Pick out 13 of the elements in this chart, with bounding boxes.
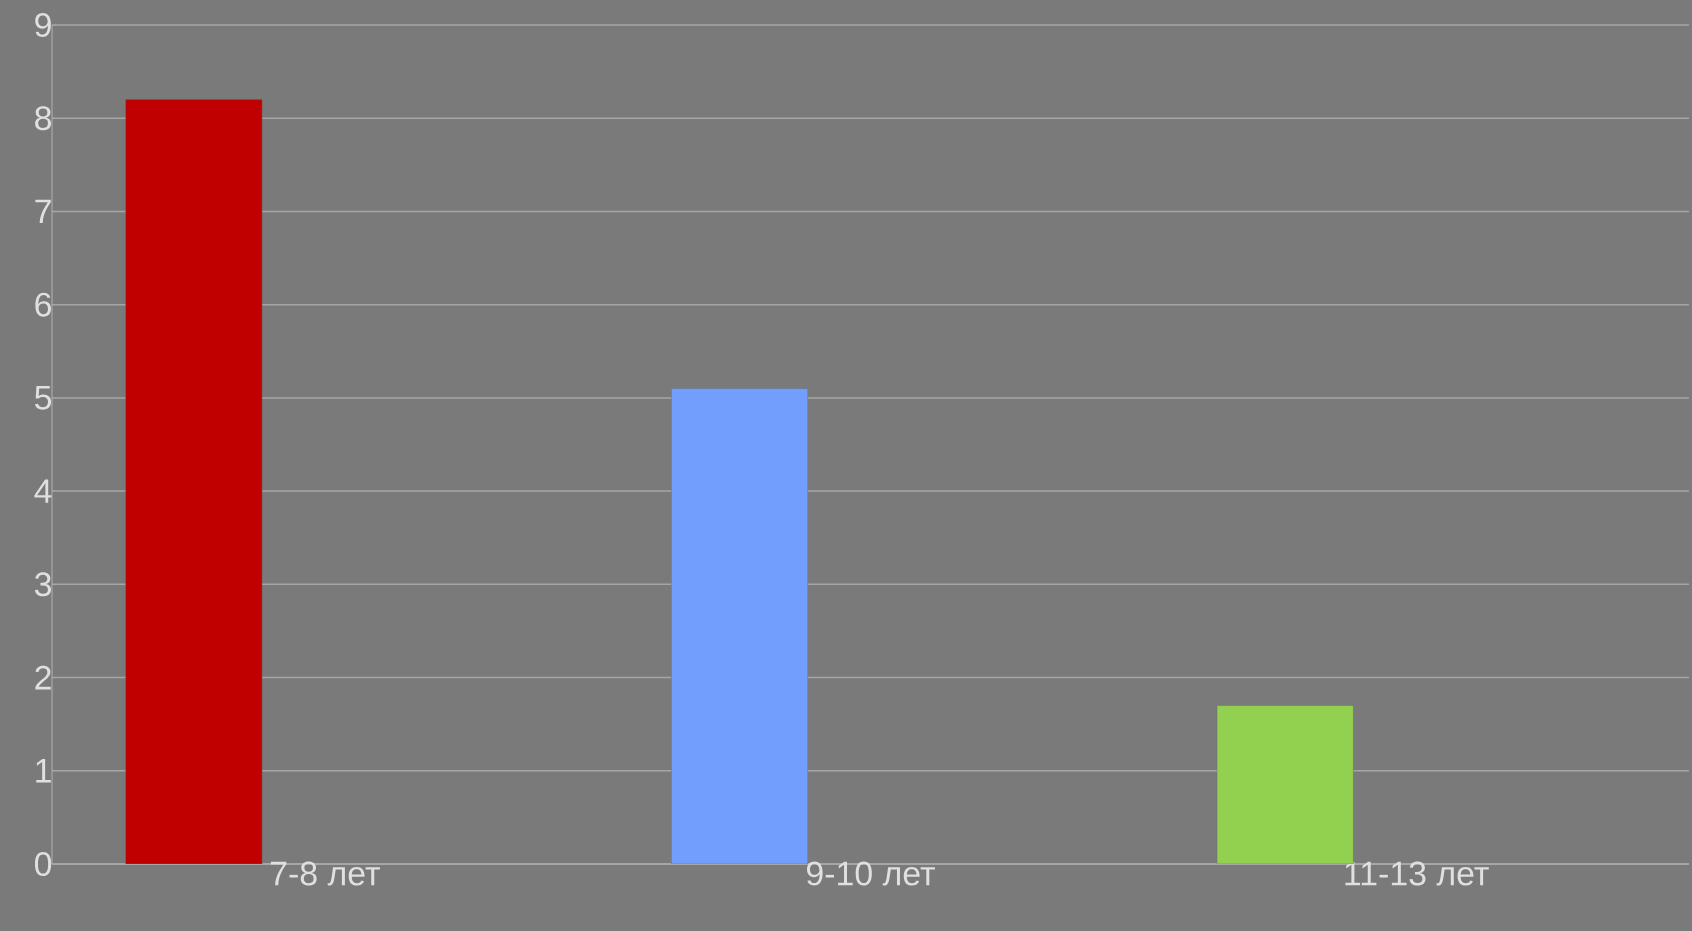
y-tick-label: 9 bbox=[35, 13, 51, 37]
x-tick-label: 11-13 лет bbox=[1345, 861, 1489, 886]
y-tick-label: 6 bbox=[35, 292, 51, 317]
y-tick-label: 3 bbox=[34, 572, 51, 597]
y-tick-label: 5 bbox=[35, 386, 52, 410]
x-tick-label: 7-8 лет bbox=[270, 861, 380, 886]
y-tick-label: 4 bbox=[34, 479, 52, 503]
y-tick-label: 2 bbox=[35, 665, 51, 690]
y-tick-label: 0 bbox=[34, 852, 52, 876]
y-tick-label: 8 bbox=[35, 106, 52, 131]
x-tick-label: 9-10 лет bbox=[806, 861, 935, 886]
y-tick-label: 7 bbox=[35, 199, 51, 224]
y-tick-label: 1 bbox=[36, 759, 51, 783]
